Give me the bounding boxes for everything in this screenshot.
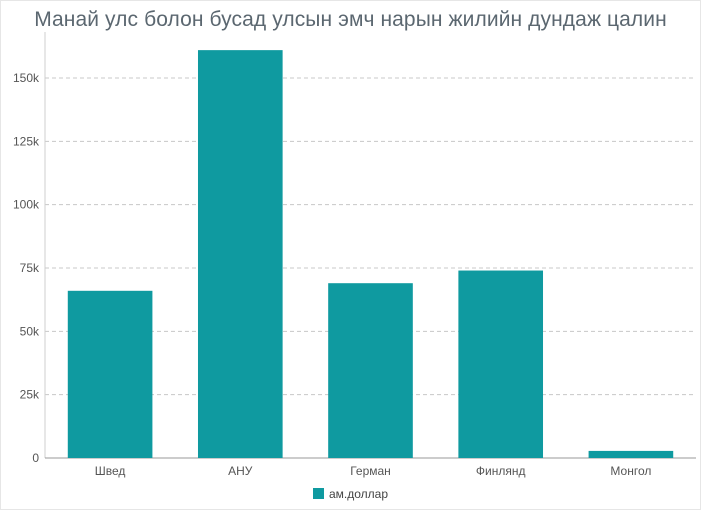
bar xyxy=(588,450,674,458)
y-tick-label: 50k xyxy=(20,324,40,338)
y-tick-label: 150k xyxy=(13,71,40,85)
x-tick-label: АНУ xyxy=(228,464,253,478)
x-tick-label: Монгол xyxy=(610,464,651,478)
x-tick-label: Герман xyxy=(350,464,391,478)
y-tick-label: 25k xyxy=(20,388,40,402)
legend-swatch xyxy=(312,488,324,499)
x-tick-label: Финлянд xyxy=(476,464,526,478)
chart-title: Манай улс болон бусад улсын эмч нарын жи… xyxy=(34,8,667,31)
bar xyxy=(67,290,153,458)
y-tick-label: 100k xyxy=(13,198,40,212)
x-tick-label: Швед xyxy=(95,464,126,478)
legend-label: ам.доллар xyxy=(328,487,389,501)
bar xyxy=(458,270,544,458)
bar xyxy=(197,50,283,459)
y-tick-label: 0 xyxy=(32,451,39,465)
legend[interactable]: ам.доллар xyxy=(0,487,701,501)
y-tick-label: 75k xyxy=(20,261,40,275)
y-tick-label: 125k xyxy=(13,134,40,148)
bar xyxy=(328,283,413,458)
